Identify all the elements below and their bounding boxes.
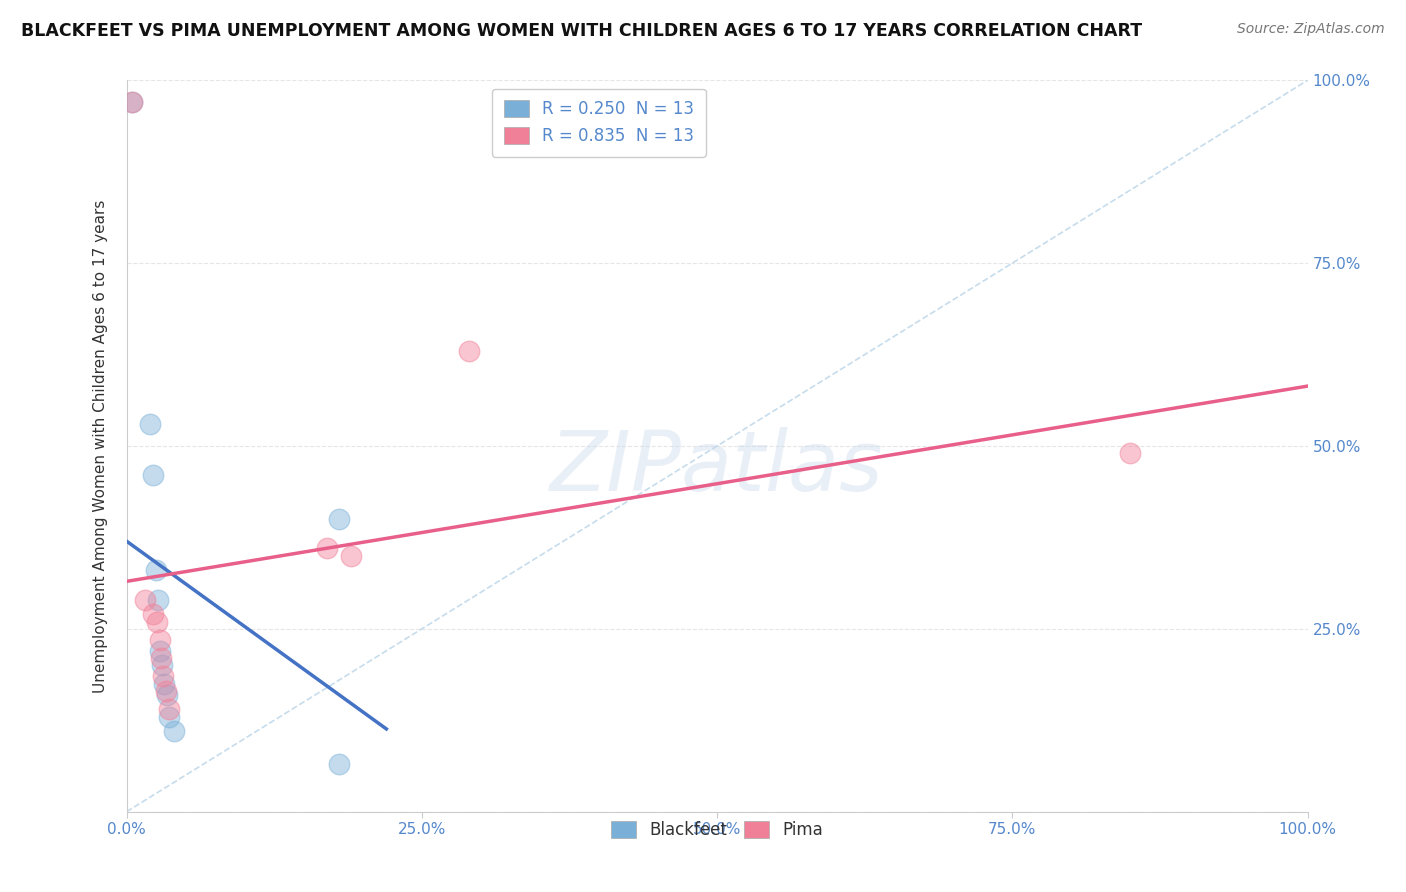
Point — [1119, 446, 1142, 460]
Point — [157, 702, 180, 716]
Text: ZIPatlas: ZIPatlas — [550, 427, 884, 508]
Point — [149, 644, 172, 658]
Point — [134, 592, 156, 607]
Point — [149, 632, 172, 647]
Point — [458, 343, 481, 358]
Point — [121, 95, 143, 110]
Point — [152, 669, 174, 683]
Point — [121, 95, 143, 110]
Point — [155, 684, 177, 698]
Point — [139, 417, 162, 431]
Y-axis label: Unemployment Among Women with Children Ages 6 to 17 years: Unemployment Among Women with Children A… — [93, 199, 108, 693]
Point — [163, 724, 186, 739]
Legend: Blackfeet, Pima: Blackfeet, Pima — [599, 809, 835, 851]
Point — [316, 541, 339, 556]
Point — [156, 688, 179, 702]
Point — [145, 563, 167, 577]
Point — [340, 549, 363, 563]
Text: Source: ZipAtlas.com: Source: ZipAtlas.com — [1237, 22, 1385, 37]
Point — [150, 658, 173, 673]
Point — [141, 468, 163, 483]
Point — [148, 592, 170, 607]
Point — [157, 709, 180, 723]
Point — [328, 757, 350, 772]
Point — [149, 651, 172, 665]
Point — [141, 607, 163, 622]
Text: BLACKFEET VS PIMA UNEMPLOYMENT AMONG WOMEN WITH CHILDREN AGES 6 TO 17 YEARS CORR: BLACKFEET VS PIMA UNEMPLOYMENT AMONG WOM… — [21, 22, 1142, 40]
Point — [153, 676, 176, 690]
Point — [328, 512, 350, 526]
Point — [146, 615, 169, 629]
